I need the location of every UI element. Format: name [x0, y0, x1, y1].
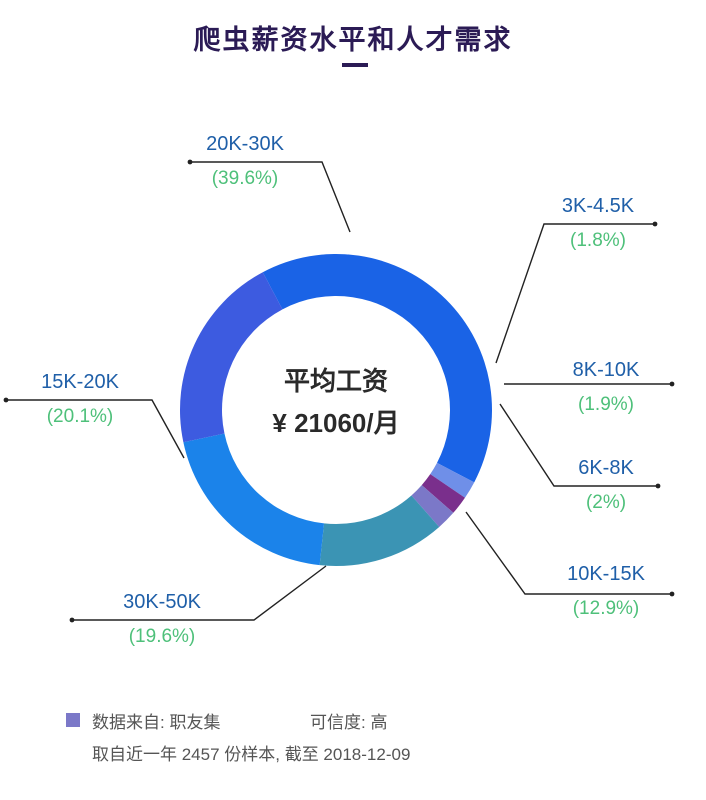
leader-dot-2 [669, 381, 675, 387]
percent-label-5: (19.6%) [129, 626, 196, 647]
chart-title: 爬虫薪资水平和人才需求 [193, 25, 513, 55]
range-label-5: 30K-50K [123, 591, 201, 613]
sample-note: 取自近一年 2457 份样本, 截至 2018-12-09 [92, 745, 411, 764]
percent-label-3: (2%) [586, 492, 626, 513]
leader-line-3 [499, 403, 658, 487]
leader-dot-1 [652, 221, 658, 227]
percent-label-4: (12.9%) [573, 598, 640, 619]
donut-slices [180, 254, 492, 566]
leader-dot-3 [655, 483, 661, 489]
leader-line-6 [6, 399, 185, 459]
leader-lines [3, 159, 675, 623]
leader-line-4 [465, 511, 672, 595]
donut-slice-1 [430, 462, 475, 498]
donut-slice-3 [411, 485, 454, 527]
percent-label-6: (20.1%) [47, 406, 114, 427]
leader-dot-0 [187, 159, 193, 165]
center-label-title: 平均工资 [284, 366, 388, 396]
leader-dot-6 [3, 397, 9, 403]
credibility-text: 可信度: 高 [310, 713, 388, 732]
donut-slice-2 [421, 474, 465, 513]
leader-dot-5 [69, 617, 75, 623]
center-label-average: ¥ 21060/月 [272, 408, 399, 438]
leader-line-1 [495, 223, 655, 364]
percent-label-2: (1.9%) [578, 394, 634, 415]
leader-dot-4 [669, 591, 675, 597]
donut-slice-6 [180, 272, 283, 443]
title-underline [342, 63, 368, 67]
leader-line-0 [190, 161, 351, 233]
donut-slice-4 [319, 495, 440, 566]
range-label-1: 3K-4.5K [562, 195, 635, 217]
range-label-6: 15K-20K [41, 371, 119, 393]
percent-label-1: (1.8%) [570, 230, 626, 251]
donut-slice-5 [183, 433, 325, 566]
range-label-2: 8K-10K [573, 359, 640, 381]
range-label-4: 10K-15K [567, 563, 645, 585]
slice-labels: 20K-30K (39.6%) 3K-4.5K (1.8%) 8K-10K (1.9%) 6… [41, 133, 645, 647]
leader-line-5 [72, 565, 327, 621]
legend-swatch [66, 713, 80, 727]
range-label-3: 6K-8K [578, 457, 634, 479]
source-text: 数据来自: 职友集 [92, 713, 221, 732]
range-label-0: 20K-30K [206, 133, 284, 155]
percent-label-0: (39.6%) [212, 168, 279, 189]
donut-slice-0 [262, 254, 492, 483]
